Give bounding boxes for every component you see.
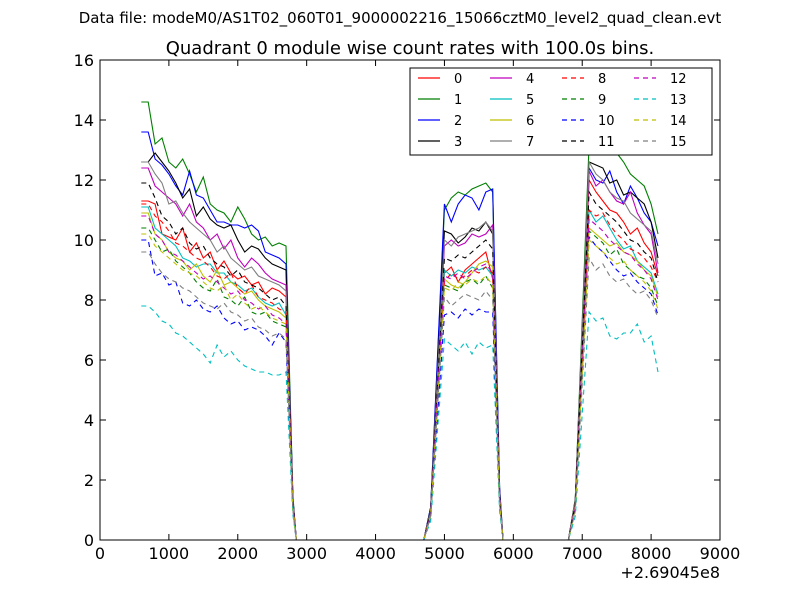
y-tick-label: 0 bbox=[84, 531, 94, 550]
series-line-14 bbox=[141, 233, 659, 541]
y-tick-label: 2 bbox=[84, 471, 94, 490]
legend-label-13: 13 bbox=[670, 93, 687, 108]
y-tick-label: 12 bbox=[74, 171, 94, 190]
chart-title: Quadrant 0 module wise count rates with … bbox=[166, 38, 655, 59]
legend-label-15: 15 bbox=[670, 135, 687, 150]
legend-label-14: 14 bbox=[670, 114, 687, 129]
y-tick-label: 4 bbox=[84, 411, 94, 430]
series-line-2 bbox=[141, 131, 659, 541]
legend-label-9: 9 bbox=[598, 93, 606, 108]
y-tick-label: 6 bbox=[84, 351, 94, 370]
x-axis: 0 1000 2000 3000 4000 5000 6000 7000 8000 9000 bbox=[95, 60, 740, 563]
legend-frame bbox=[409, 67, 713, 156]
x-tick-label: 5000 bbox=[424, 544, 465, 563]
y-tick-label: 8 bbox=[84, 291, 94, 310]
series-line-13 bbox=[141, 305, 659, 541]
x-tick-label: 9000 bbox=[700, 544, 741, 563]
x-tick-label: 8000 bbox=[631, 544, 672, 563]
legend-label-11: 11 bbox=[598, 135, 615, 150]
series-layer bbox=[141, 101, 659, 541]
chart-suptitle: Data file: modeM0/AS1T02_060T01_90000022… bbox=[79, 9, 722, 28]
legend-label-0: 0 bbox=[454, 72, 462, 87]
y-tick-label: 10 bbox=[74, 231, 94, 250]
legend-label-1: 1 bbox=[454, 93, 462, 108]
legend-label-6: 6 bbox=[526, 114, 534, 129]
x-offset-label: +2.69045e8 bbox=[620, 563, 720, 582]
legend-label-5: 5 bbox=[526, 93, 534, 108]
x-tick-label: 3000 bbox=[286, 544, 327, 563]
legend-label-4: 4 bbox=[526, 72, 534, 87]
y-tick-label: 16 bbox=[74, 51, 94, 70]
x-tick-label: 0 bbox=[95, 544, 105, 563]
legend-label-10: 10 bbox=[598, 114, 615, 129]
legend-label-2: 2 bbox=[454, 114, 462, 129]
x-tick-label: 7000 bbox=[562, 544, 603, 563]
series-line-1 bbox=[141, 101, 659, 541]
series-line-8 bbox=[141, 203, 659, 541]
x-tick-label: 6000 bbox=[493, 544, 534, 563]
legend-label-8: 8 bbox=[598, 72, 606, 87]
legend-label-7: 7 bbox=[526, 135, 534, 150]
y-tick-label: 14 bbox=[74, 111, 94, 130]
x-tick-label: 2000 bbox=[217, 544, 258, 563]
x-tick-label: 1000 bbox=[149, 544, 190, 563]
legend-label-3: 3 bbox=[454, 135, 462, 150]
legend-label-12: 12 bbox=[670, 72, 687, 87]
x-tick-label: 4000 bbox=[355, 544, 396, 563]
